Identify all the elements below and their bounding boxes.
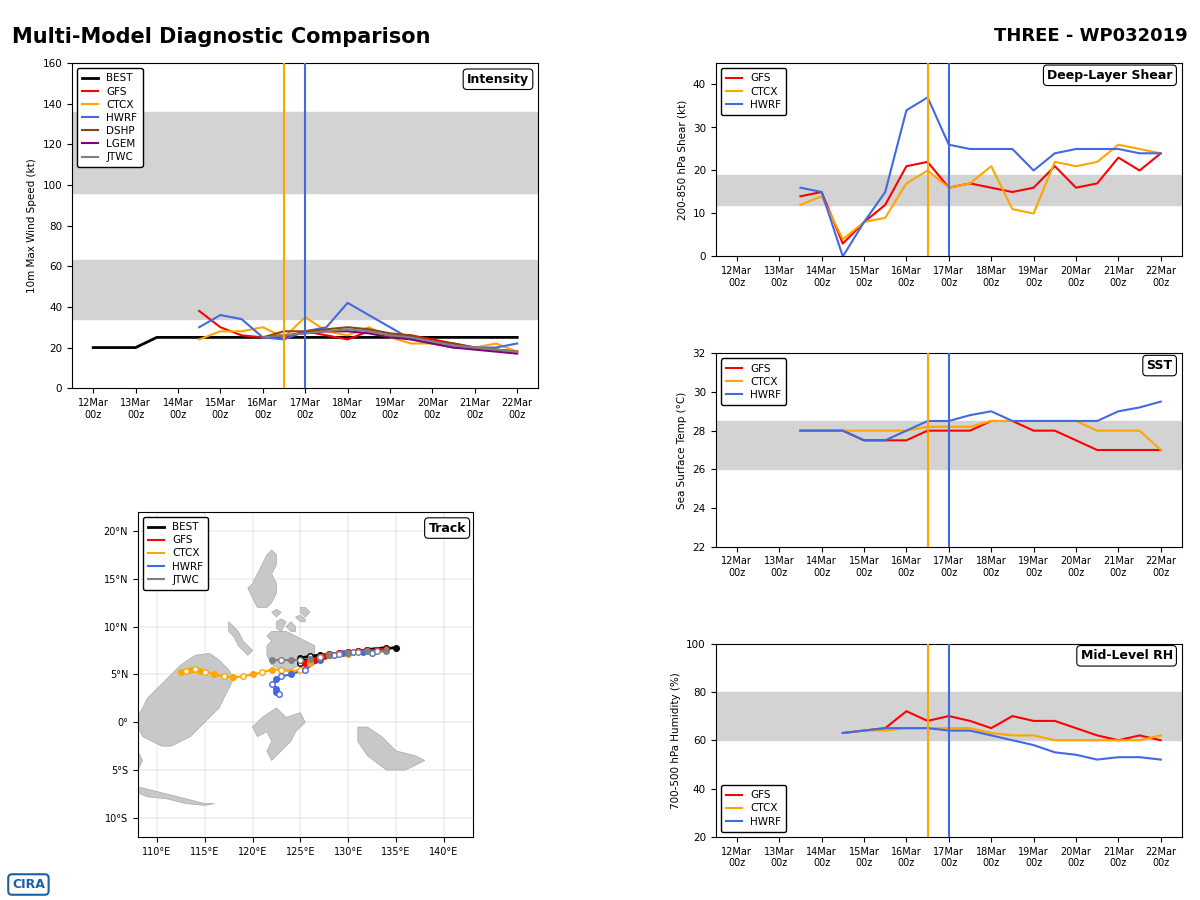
- Text: CIRA: CIRA: [12, 878, 44, 891]
- Polygon shape: [109, 751, 143, 775]
- Legend: BEST, GFS, CTCX, HWRF, JTWC: BEST, GFS, CTCX, HWRF, JTWC: [143, 517, 209, 590]
- Bar: [72, 260, 539, 320]
- Legend: GFS, CTCX, HWRF: GFS, CTCX, HWRF: [721, 785, 786, 832]
- Text: Mid-Level RH: Mid-Level RH: [1080, 649, 1172, 662]
- Polygon shape: [300, 608, 310, 617]
- Text: Deep-Layer Shear: Deep-Layer Shear: [1048, 68, 1172, 82]
- Polygon shape: [138, 653, 234, 746]
- Polygon shape: [119, 779, 215, 806]
- Polygon shape: [358, 727, 425, 770]
- Y-axis label: 10m Max Wind Speed (kt): 10m Max Wind Speed (kt): [26, 158, 37, 293]
- Polygon shape: [252, 708, 305, 760]
- Bar: [72, 112, 539, 194]
- Polygon shape: [266, 632, 314, 670]
- Y-axis label: Sea Surface Temp (°C): Sea Surface Temp (°C): [677, 392, 688, 508]
- Text: Track: Track: [428, 521, 466, 535]
- Bar: [715, 421, 1182, 470]
- Polygon shape: [248, 550, 276, 608]
- Polygon shape: [271, 609, 281, 617]
- Text: SST: SST: [1146, 359, 1172, 372]
- Polygon shape: [286, 622, 295, 632]
- Legend: GFS, CTCX, HWRF: GFS, CTCX, HWRF: [721, 68, 786, 115]
- Y-axis label: 200-850 hPa Shear (kt): 200-850 hPa Shear (kt): [677, 100, 688, 220]
- Legend: GFS, CTCX, HWRF: GFS, CTCX, HWRF: [721, 358, 786, 405]
- Polygon shape: [276, 619, 286, 632]
- Polygon shape: [229, 622, 252, 655]
- Text: Intensity: Intensity: [467, 73, 529, 86]
- Legend: BEST, GFS, CTCX, HWRF, DSHP, LGEM, JTWC: BEST, GFS, CTCX, HWRF, DSHP, LGEM, JTWC: [77, 68, 143, 167]
- Text: Multi-Model Diagnostic Comparison: Multi-Model Diagnostic Comparison: [12, 27, 431, 47]
- Y-axis label: 700-500 hPa Humidity (%): 700-500 hPa Humidity (%): [671, 672, 680, 808]
- Bar: [715, 175, 1182, 205]
- Text: THREE - WP032019: THREE - WP032019: [995, 27, 1188, 45]
- Bar: [715, 692, 1182, 740]
- Polygon shape: [295, 615, 305, 622]
